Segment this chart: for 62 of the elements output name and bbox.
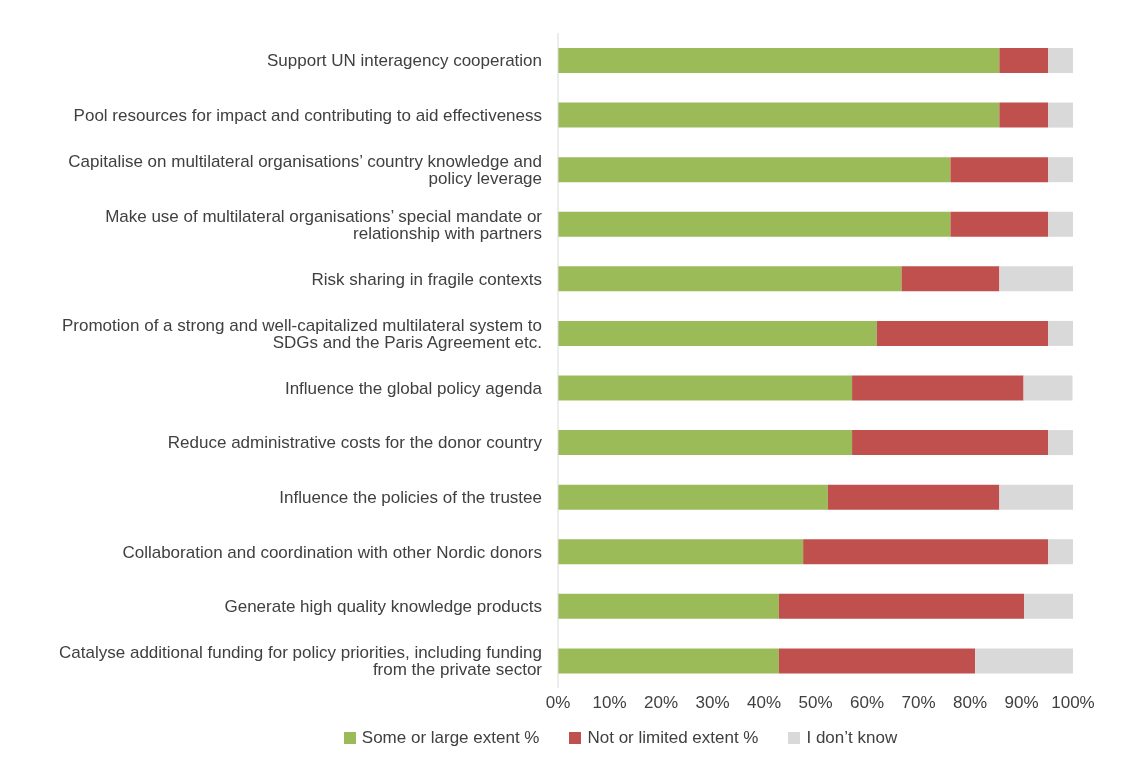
y-tick-label: Capitalise on multilateral organisations’ country knowledge and policy leverage	[68, 151, 542, 188]
x-tick-label: 80%	[952, 693, 988, 713]
x-tick-label: 20%	[643, 693, 679, 713]
x-tick-label: 60%	[849, 693, 885, 713]
y-tick-label: Catalyse additional funding for policy priorities, including funding from the private sector	[59, 643, 543, 680]
bar	[1048, 157, 1073, 183]
bar	[950, 157, 1049, 183]
bar	[778, 593, 1025, 619]
bar	[975, 648, 1073, 674]
y-tick-label: Influence the global policy agenda	[284, 378, 543, 398]
bar	[827, 484, 1000, 510]
bar	[558, 320, 877, 346]
bar	[852, 430, 1049, 456]
x-tick-label: 50%	[798, 693, 833, 713]
x-tick-label: 40%	[746, 693, 782, 713]
bar	[1048, 430, 1073, 456]
bar	[901, 266, 1000, 292]
bar	[1023, 375, 1073, 401]
y-tick-label: Reduce administrative costs for the donor country	[167, 433, 543, 453]
bar	[1048, 211, 1073, 237]
bar	[876, 320, 1049, 346]
bar	[1048, 320, 1073, 346]
bar	[999, 266, 1073, 292]
bar	[558, 484, 828, 510]
bar	[999, 48, 1049, 73]
bar	[1024, 593, 1073, 619]
y-tick-label: Influence the policies of the trustee	[279, 487, 542, 507]
bar	[1048, 539, 1073, 565]
x-tick-label: 0%	[545, 693, 571, 713]
bar	[558, 211, 951, 237]
bar	[558, 48, 1000, 73]
x-tick-label: 70%	[901, 693, 936, 713]
y-tick-label: Risk sharing in fragile contexts	[311, 269, 542, 289]
y-tick-label: Pool resources for impact and contributing to aid effectiveness	[73, 105, 542, 125]
bar	[803, 539, 1049, 565]
x-tick-label: 90%	[1004, 693, 1039, 713]
bar	[558, 593, 779, 619]
bar	[950, 211, 1049, 237]
bar	[558, 266, 902, 292]
bar	[558, 102, 1000, 128]
y-tick-label: Promotion of a strong and well-capitalized multilateral system to SDGs and the Paris Agreement etc.	[62, 315, 542, 352]
x-tick-label: 10%	[592, 693, 627, 713]
y-tick-label: Collaboration and coordination with other Nordic donors	[122, 542, 542, 562]
bar	[999, 102, 1049, 128]
bar	[558, 539, 804, 565]
x-tick-label: 30%	[695, 693, 730, 713]
bar	[558, 648, 779, 674]
bar	[1048, 48, 1073, 73]
bar	[1048, 102, 1073, 128]
bar	[558, 157, 951, 183]
legend-label: Not or limited extent %	[586, 728, 759, 748]
bar	[852, 375, 1024, 401]
legend-label: Some or large extent %	[360, 728, 540, 748]
y-tick-label: Make use of multilateral organisations’ special mandate or relationship with partners	[105, 206, 543, 243]
y-tick-label: Support UN interagency cooperation	[267, 51, 542, 71]
x-tick-label: 100%	[1051, 693, 1095, 713]
bar	[999, 484, 1073, 510]
y-tick-label: Generate high quality knowledge products	[224, 597, 542, 617]
bar	[558, 430, 853, 456]
bar	[778, 648, 976, 674]
legend-label: I don’t know	[805, 728, 898, 748]
bar	[558, 375, 853, 401]
